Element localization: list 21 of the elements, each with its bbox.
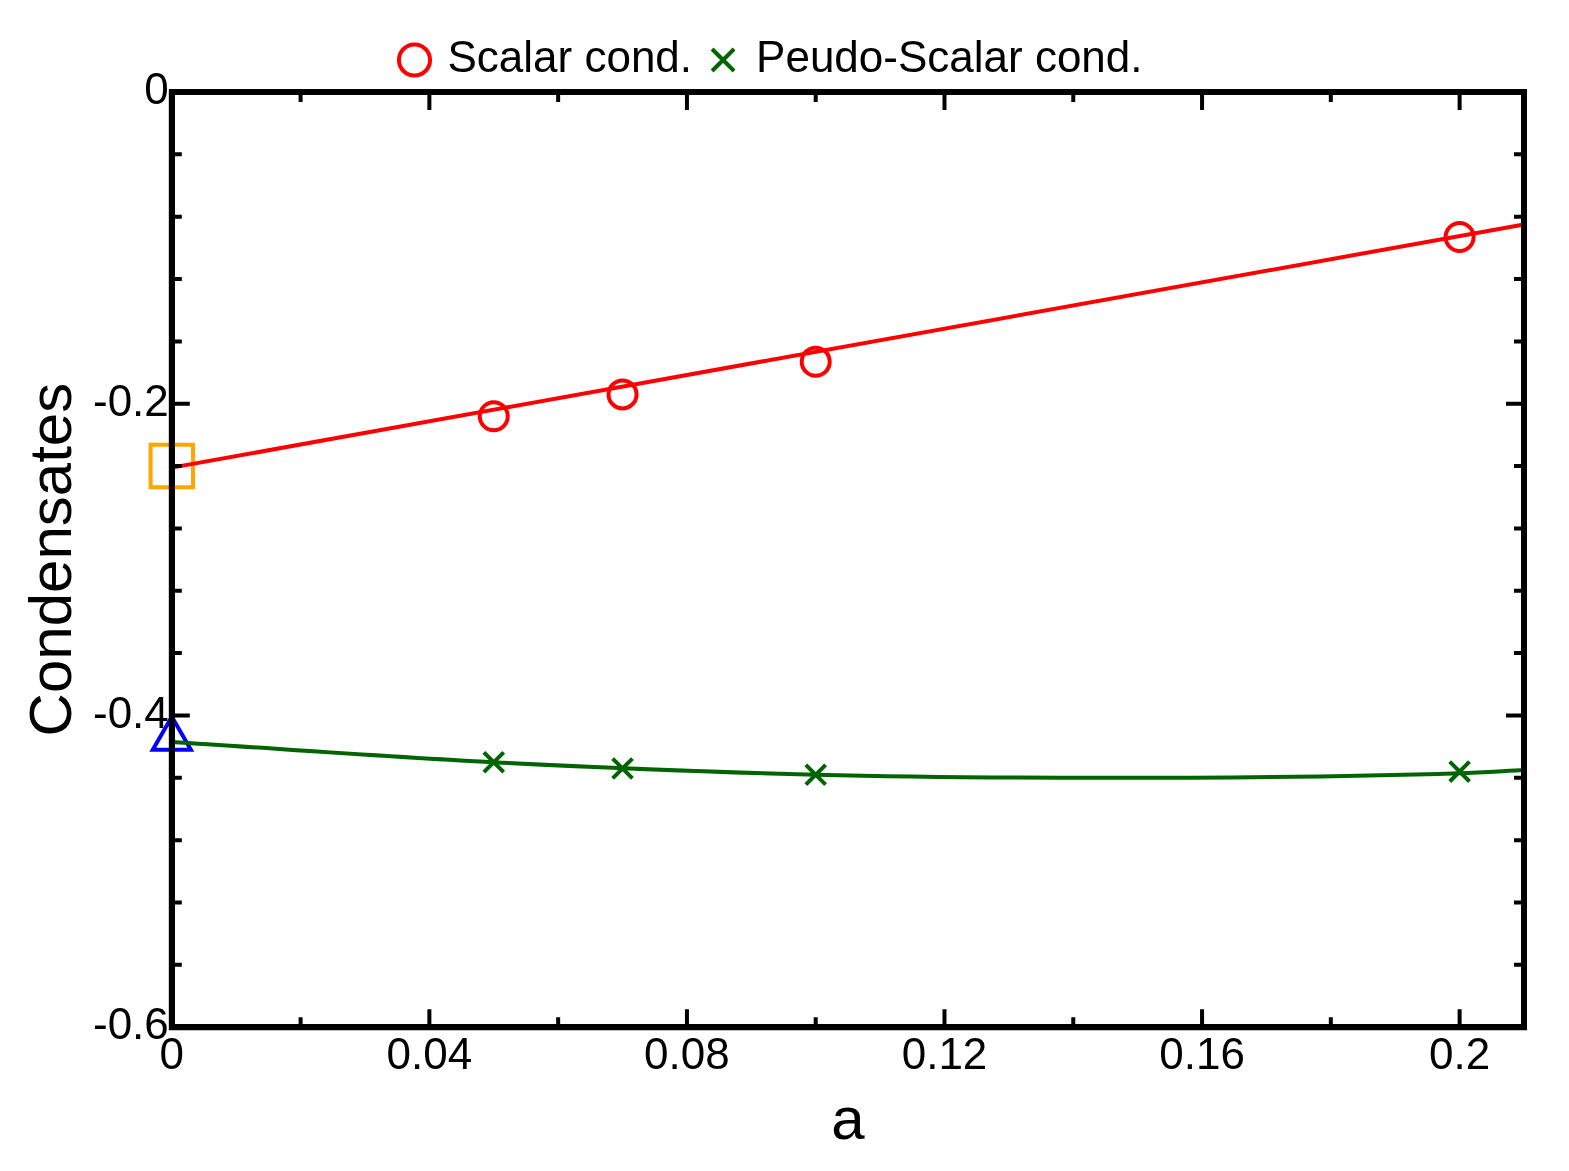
legend-label: Peudo-Scalar cond. [756,32,1143,82]
x-tick-label: 0.16 [1159,1028,1245,1078]
point [477,400,510,433]
point [481,750,506,775]
point [606,378,639,411]
y-tick-label: 0 [144,64,169,114]
x-tick-label: 0.12 [901,1028,988,1078]
y-tick-label: -0.2 [92,375,169,425]
x-tick-label: 0.08 [644,1028,730,1078]
y-axis-title: Condensates [16,382,84,737]
point [610,756,635,781]
x-axis-title: a [831,1084,866,1152]
point [799,345,832,378]
point [148,442,196,490]
y-tick-label: -0.4 [92,687,169,737]
point [1447,759,1472,784]
x-tick-label: 0.2 [1429,1028,1491,1078]
x-tick-label: 0.04 [386,1028,473,1078]
point [1443,220,1476,253]
point [803,762,828,787]
legend-label: Scalar cond. [447,32,693,82]
